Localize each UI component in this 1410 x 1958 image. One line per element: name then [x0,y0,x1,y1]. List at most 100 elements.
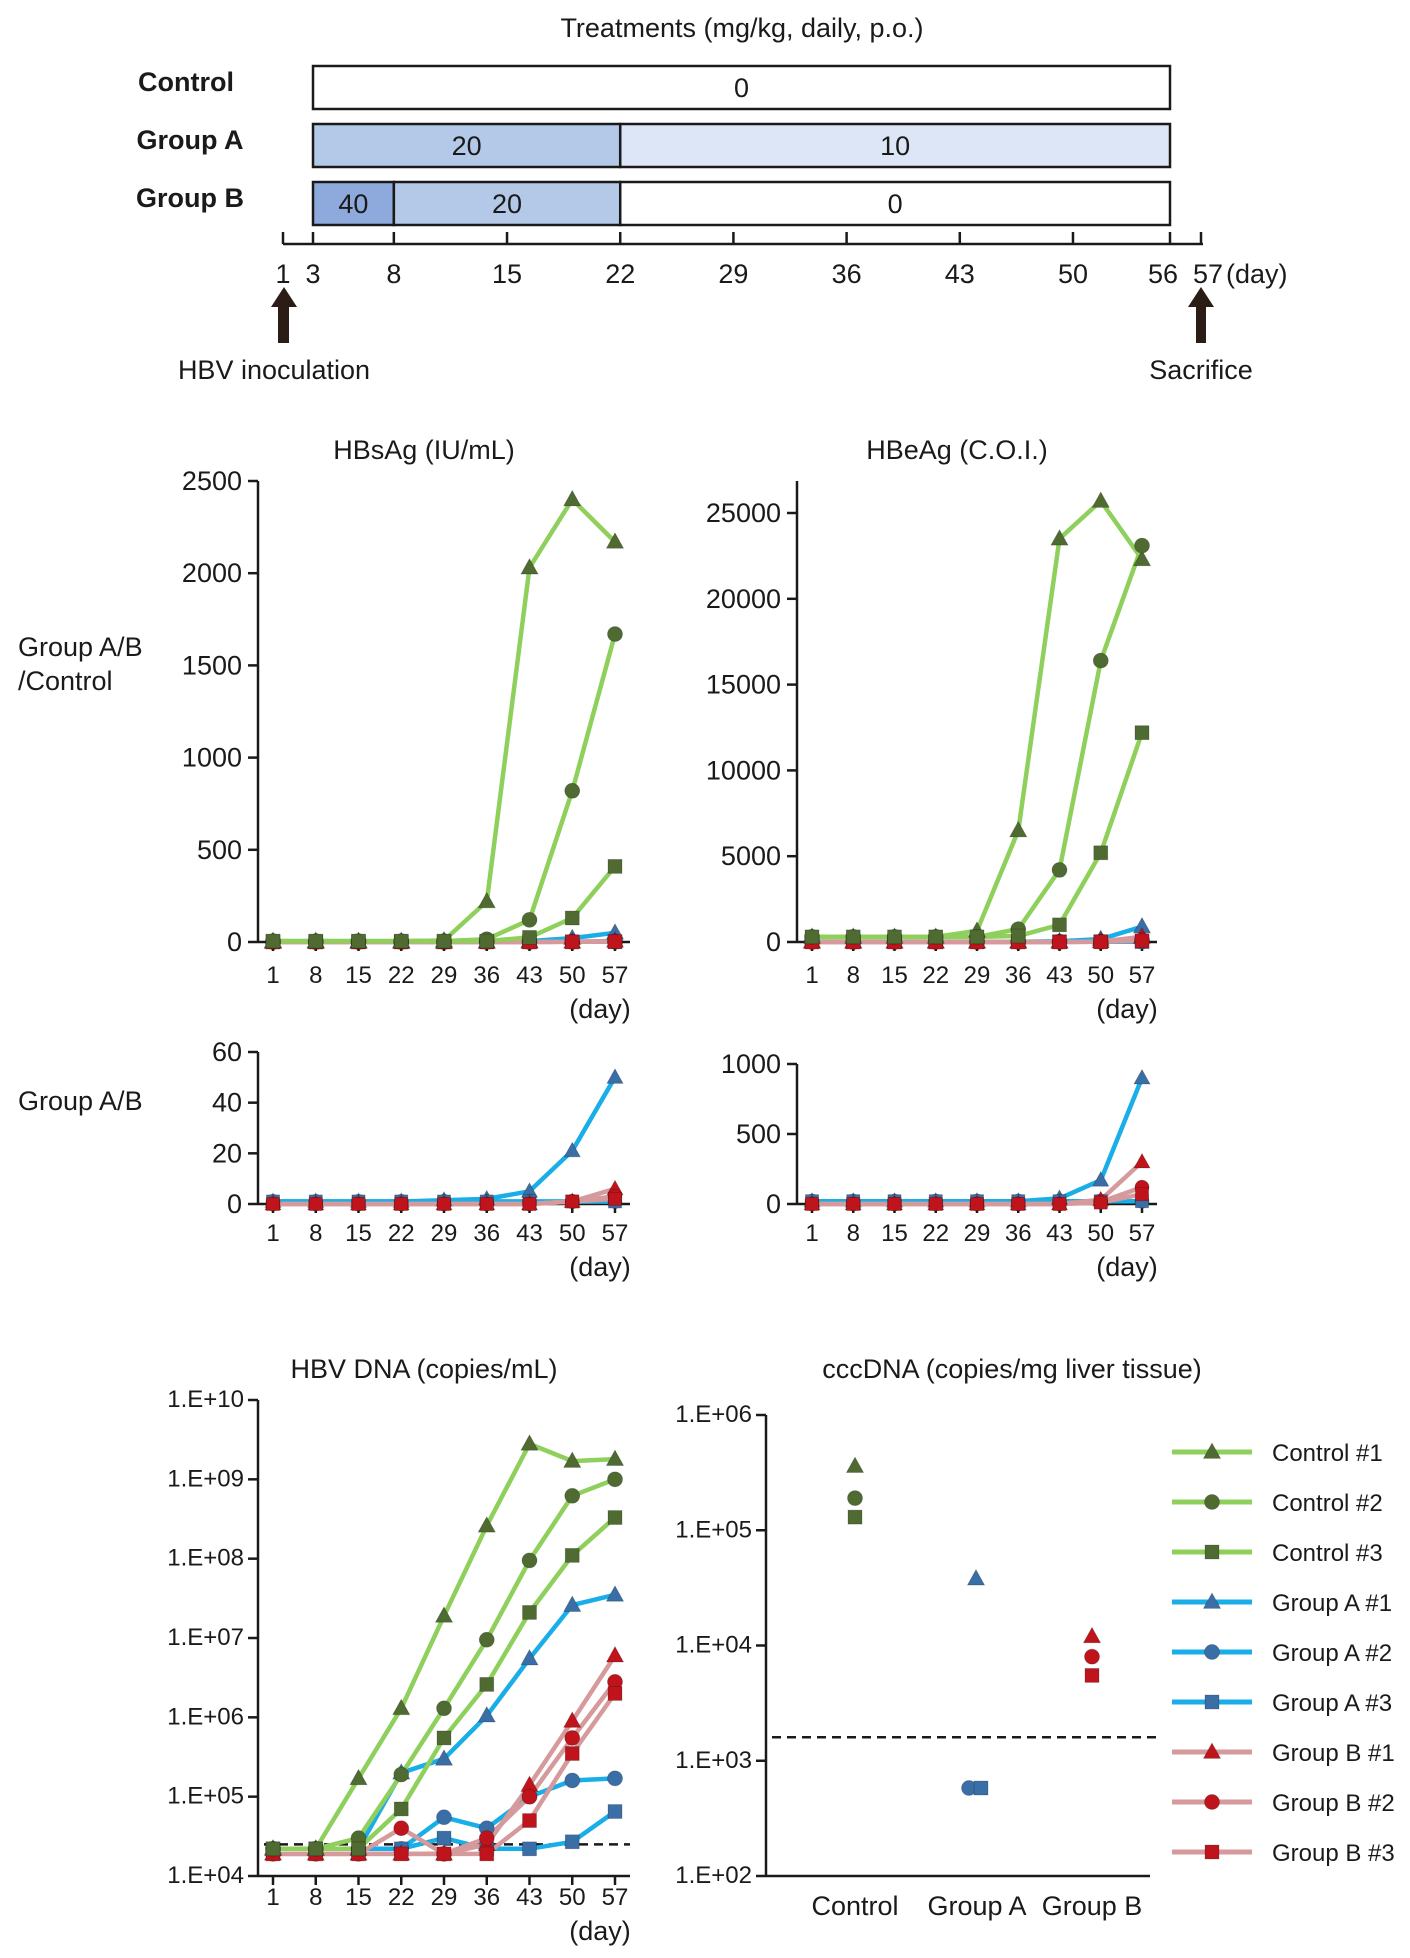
y-tick-label: 1.E+09 [167,1465,244,1492]
data-point-group-b-3 [394,1197,409,1211]
data-point-control-3 [887,929,902,945]
x-tick-label: 29 [431,1220,458,1247]
data-point-control-3 [393,933,409,949]
x-tick-label: 1 [266,1884,279,1911]
data-point-group-b-3 [1052,934,1067,950]
x-tick-label: 43 [1046,962,1073,989]
data-point-group-b-3 [266,1197,280,1211]
data-point-control-3 [265,933,281,949]
x-tick-label: 36 [473,1220,500,1247]
legend-swatch-marker [1204,1844,1220,1860]
x-tick-label: 1 [805,1220,818,1247]
y-tick-label: 0 [227,927,242,957]
schedule-bar-segment [311,64,1172,111]
data-point-control-2 [607,1471,623,1488]
data-point-group-b-3 [1135,1187,1149,1202]
x-tick-label: 22 [922,1220,949,1247]
data-point-group-b-3 [1011,1197,1026,1211]
legend-swatch-marker [1204,1494,1220,1510]
schedule-label-control: Control [138,67,234,97]
schedule-axis-tick-label: 8 [386,259,401,289]
series-line-control-1 [273,1441,616,1852]
x-tick-label: 29 [964,1220,991,1247]
data-point-control-square [847,1509,863,1525]
data-point-control-1 [563,489,582,507]
series-line-control-2 [273,633,618,944]
data-point-control-2 [521,1552,538,1569]
data-point-group-b-3 [351,1197,366,1211]
data-point-control-3 [607,859,623,874]
x-tick-label: 57 [602,1884,629,1911]
x-tick-label: 8 [309,962,322,989]
data-point-control-1 [605,1449,625,1466]
legend-swatch-marker [1204,1644,1220,1660]
x-tick-label: 57 [602,962,629,989]
data-point-control-3 [308,933,324,949]
data-point-group-b-3 [846,1197,861,1211]
chart-title: HBeAg (C.O.I.) [866,435,1048,465]
y-tick-label: 1.E+04 [167,1862,244,1889]
y-tick-label: 1.E+04 [675,1632,752,1659]
y-tick-label: 1.E+08 [167,1545,244,1572]
data-point-group-b-2 [564,1730,581,1746]
row-label-group-ab: Group A/B [18,1086,143,1116]
legend-swatch-marker [1202,1592,1222,1609]
x-tick-label: 50 [559,1220,586,1247]
x-tick-label: 43 [516,1220,543,1247]
chart-hbv-dna: HBV DNA (copies/mL) 1.E+04 1.E+05 1.E+06 1.E… [167,1354,630,1946]
x-axis-unit: (day) [1096,994,1158,1024]
y-tick-label: 1.E+10 [167,1386,244,1413]
data-point-group-a-3 [436,1830,452,1846]
data-point-group-a-1 [1133,1068,1151,1085]
legend-swatch-marker [1204,1794,1220,1810]
data-point-control-3 [564,910,580,926]
legend: Control #1 Control #2 Control #3 Group A #1… [1172,1440,1395,1867]
x-axis-unit: (day) [1096,1252,1158,1282]
data-point-group-a-1 [563,1141,581,1158]
hbv-inoculation-arrow-icon [271,287,297,343]
schedule-axis-tick-label: 36 [832,259,862,289]
data-point-group-a-1 [477,1705,496,1723]
chart-cccdna: cccDNA (copies/mg liver tissue) 1.E+02 1.E… [675,1354,1202,1921]
data-point-group-b-3 [805,1197,819,1211]
legend-swatch-marker [1202,1742,1222,1759]
data-point-control-3 [479,1677,495,1692]
x-tick-label: 22 [388,1884,415,1911]
series-line-control-1 [273,497,617,944]
schedule-axis-tick-label: 15 [492,259,522,289]
schedule-axis-tick-label: 50 [1058,259,1088,289]
schedule-axis-tick-label: 22 [605,259,635,289]
data-point-control-2 [1092,652,1109,669]
data-point-control-1 [477,891,496,909]
data-point-control-1 [520,557,539,575]
series-line-group-b-3 [273,1692,617,1857]
schedule-axis-tick-label: 56 [1148,259,1178,289]
data-point-control-1 [477,1515,496,1533]
data-point-control-3 [1052,917,1067,933]
row-label-all-groups: Group A/B /Control [18,632,150,696]
x-tick-label: 8 [309,1884,322,1911]
data-point-group-b-1 [1133,1152,1151,1169]
x-tick-label: 57 [602,1220,629,1247]
x-tick-label: 1 [266,962,279,989]
data-point-group-a-2 [564,1772,581,1789]
chart-hbeag-all: HBeAg (C.O.I.) 0 5000 10000 15000 20000 25000 1… [706,435,1158,1024]
data-point-group-b-3 [1052,1197,1067,1211]
data-point-group-b-triangle [1082,1626,1102,1644]
data-point-control-2 [521,911,538,928]
data-point-group-b-3 [1093,1195,1108,1210]
data-point-group-b-2 [478,1830,495,1847]
y-tick-label: 1.E+07 [167,1624,244,1651]
schedule-bars: 0 20 10 40 20 0 [311,64,1172,227]
series-line-control-3 [812,731,1145,940]
y-tick-label: 40 [212,1088,242,1118]
legend-label: Group B #3 [1272,1840,1395,1867]
data-point-group-b-3 [607,1686,623,1701]
x-tick-label: 29 [964,962,991,989]
x-tick-label: 50 [559,962,586,989]
x-tick-label: 15 [881,1220,908,1247]
data-point-group-b-3 [1093,934,1109,950]
data-point-group-b-3 [928,1197,943,1211]
y-tick-label: 1.E+05 [167,1783,244,1810]
data-point-group-b-3 [522,1197,537,1211]
